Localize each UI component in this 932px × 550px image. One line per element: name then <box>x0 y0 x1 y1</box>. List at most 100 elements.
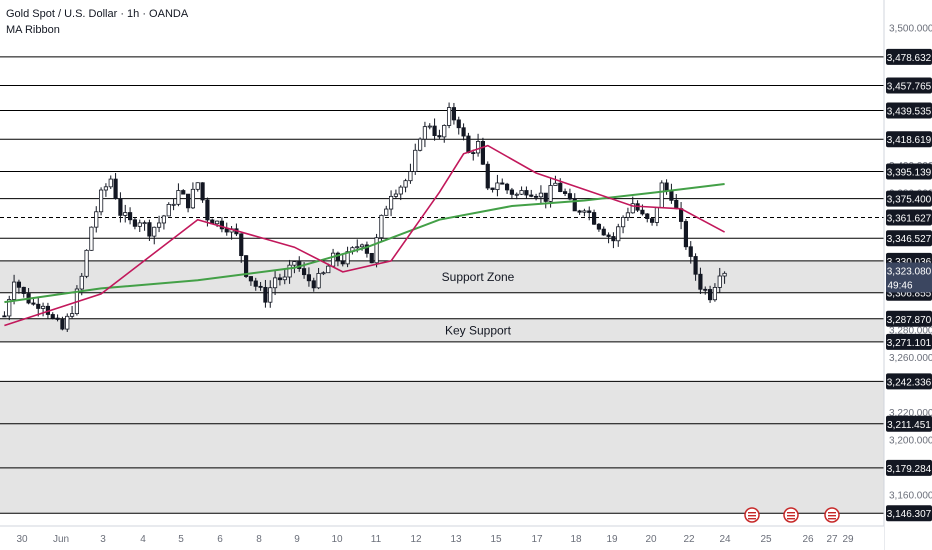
candle-body[interactable] <box>40 305 46 309</box>
candle-body[interactable] <box>253 280 258 287</box>
candle-body[interactable] <box>606 234 611 237</box>
candle-body[interactable] <box>398 186 403 195</box>
candle-body[interactable] <box>50 314 55 319</box>
candle-body[interactable] <box>287 264 292 278</box>
candle-body[interactable] <box>258 285 263 288</box>
candle-body[interactable] <box>683 221 689 248</box>
symbol-title[interactable]: Gold Spot / U.S. Dollar · 1h · OANDA <box>6 8 189 20</box>
candle-body[interactable] <box>596 223 602 230</box>
candle-body[interactable] <box>466 135 471 154</box>
candle-body[interactable] <box>306 274 312 282</box>
candle-body[interactable] <box>707 289 713 301</box>
candle-body[interactable] <box>369 252 374 264</box>
candle-body[interactable] <box>359 244 365 248</box>
candle-body[interactable] <box>529 194 534 197</box>
level-price-tag[interactable] <box>886 310 932 327</box>
candle-body[interactable] <box>55 317 60 320</box>
candle-body[interactable] <box>625 212 631 218</box>
candle-body[interactable] <box>316 273 321 289</box>
candle-body[interactable] <box>239 233 244 257</box>
candle-body[interactable] <box>587 210 592 213</box>
candle-body[interactable] <box>340 260 345 265</box>
indicator-label[interactable]: MA Ribbon <box>6 24 60 36</box>
candle-body[interactable] <box>442 125 447 138</box>
candle-body[interactable] <box>572 198 577 212</box>
candle-body[interactable] <box>620 216 626 228</box>
candle-body[interactable] <box>84 249 89 277</box>
candle-body[interactable] <box>364 244 370 254</box>
candle-body[interactable] <box>301 268 307 276</box>
candle-body[interactable] <box>393 193 399 197</box>
candle-body[interactable] <box>543 192 548 202</box>
candle-body[interactable] <box>374 237 379 264</box>
candle-body[interactable] <box>98 189 104 213</box>
candle-body[interactable] <box>722 272 727 277</box>
candle-body[interactable] <box>195 182 200 190</box>
candle-body[interactable] <box>712 287 718 301</box>
candle-body[interactable] <box>94 211 99 228</box>
candle-body[interactable] <box>152 226 157 237</box>
candle-body[interactable] <box>562 191 568 194</box>
candle-body[interactable] <box>514 193 519 196</box>
candle-body[interactable] <box>248 276 254 282</box>
candle-body[interactable] <box>65 315 70 330</box>
candle-body[interactable] <box>413 149 418 172</box>
candle-body[interactable] <box>355 246 360 249</box>
candle-body[interactable] <box>21 286 26 294</box>
candle-body[interactable] <box>538 192 544 198</box>
candle-body[interactable] <box>2 315 7 318</box>
candle-body[interactable] <box>601 228 606 236</box>
candle-body[interactable] <box>446 107 452 126</box>
candle-body[interactable] <box>451 107 457 121</box>
candle-body[interactable] <box>127 212 133 221</box>
candle-body[interactable] <box>553 182 558 186</box>
level-price-tag[interactable] <box>886 102 932 119</box>
candle-body[interactable] <box>156 222 162 228</box>
candle-body[interactable] <box>176 190 181 205</box>
candle-body[interactable] <box>422 126 428 140</box>
candle-body[interactable] <box>384 208 389 216</box>
candle-body[interactable] <box>292 261 297 266</box>
candle-body[interactable] <box>11 281 17 300</box>
candle-body[interactable] <box>500 182 505 185</box>
candle-body[interactable] <box>330 252 336 267</box>
candle-body[interactable] <box>591 212 597 225</box>
candle-body[interactable] <box>224 228 229 233</box>
candle-body[interactable] <box>717 275 722 288</box>
candle-body[interactable] <box>480 141 486 165</box>
candle-body[interactable] <box>408 171 413 182</box>
candle-body[interactable] <box>219 220 225 230</box>
candle-body[interactable] <box>277 277 283 281</box>
candle-body[interactable] <box>113 178 118 199</box>
candle-body[interactable] <box>108 178 113 188</box>
candle-body[interactable] <box>205 199 210 221</box>
candle-body[interactable] <box>31 302 36 305</box>
candle-body[interactable] <box>688 246 693 257</box>
candle-body[interactable] <box>640 209 645 215</box>
candle-body[interactable] <box>678 208 684 222</box>
candle-body[interactable] <box>123 212 128 216</box>
level-price-tag[interactable] <box>886 209 932 226</box>
candle-body[interactable] <box>379 214 384 239</box>
candle-body[interactable] <box>485 163 490 189</box>
candle-body[interactable] <box>649 218 655 223</box>
candle-body[interactable] <box>118 198 123 216</box>
candle-body[interactable] <box>282 276 287 281</box>
last-price-tag[interactable] <box>886 262 932 293</box>
candle-body[interactable] <box>417 138 423 151</box>
level-price-tag[interactable] <box>886 373 932 390</box>
candle-body[interactable] <box>548 185 553 202</box>
candle-body[interactable] <box>16 281 22 288</box>
candle-body[interactable] <box>36 303 41 309</box>
candle-body[interactable] <box>7 299 12 317</box>
candle-body[interactable] <box>495 182 500 190</box>
level-price-tag[interactable] <box>886 48 932 65</box>
candle-body[interactable] <box>664 182 669 191</box>
level-price-tag[interactable] <box>886 415 932 432</box>
candle-body[interactable] <box>326 265 331 274</box>
candle-body[interactable] <box>437 135 442 138</box>
candle-body[interactable] <box>200 182 205 201</box>
level-price-tag[interactable] <box>886 77 932 94</box>
zone-box[interactable] <box>0 260 884 293</box>
